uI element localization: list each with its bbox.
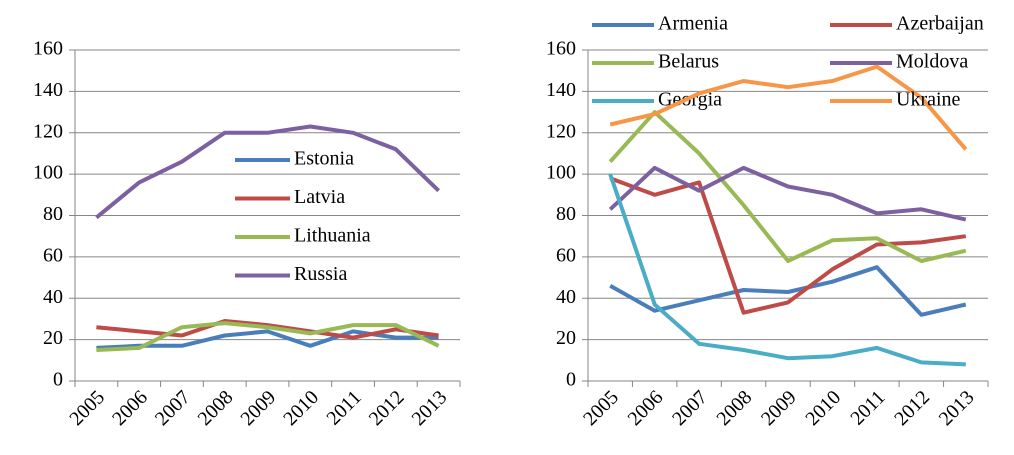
y-tick-label: 120 [33, 120, 63, 142]
y-tick-label: 0 [566, 369, 576, 391]
y-tick-label: 100 [546, 162, 576, 184]
series-line [608, 165, 967, 222]
x-tick-label: 2011 [846, 386, 889, 429]
y-tick-label: 20 [556, 327, 576, 349]
x-tick-label: 2010 [801, 386, 845, 430]
x-tick-label: 2009 [757, 386, 801, 430]
y-tick-label: 80 [556, 203, 576, 225]
x-tick-label: 2005 [65, 386, 109, 430]
x-tick-label: 2013 [408, 386, 452, 430]
y-tick-label: 40 [43, 286, 63, 308]
x-tick-label: 2007 [668, 386, 712, 430]
x-tick-label: 2005 [579, 386, 623, 430]
legend-label: Ukraine [896, 89, 961, 111]
y-tick-label: 60 [43, 244, 63, 266]
series-line [609, 64, 968, 151]
x-tick-label: 2007 [151, 386, 195, 430]
series-line [608, 173, 966, 367]
series-line [96, 321, 440, 352]
x-tick-label: 2008 [194, 386, 238, 430]
legend-label: Russia [294, 263, 347, 285]
y-tick-label: 20 [43, 327, 63, 349]
x-tick-label: 2012 [890, 386, 934, 430]
series-line [96, 319, 439, 340]
y-tick-label: 120 [546, 120, 576, 142]
series-line [96, 329, 439, 350]
legend-label: Latvia [294, 186, 345, 208]
x-tick-label: 2012 [365, 386, 409, 430]
y-tick-label: 80 [43, 203, 63, 225]
y-tick-label: 60 [556, 244, 576, 266]
y-tick-label: 0 [53, 369, 63, 391]
series-line [95, 124, 440, 220]
y-tick-label: 140 [546, 79, 576, 101]
x-tick-label: 2006 [108, 386, 152, 430]
x-tick-label: 2010 [279, 386, 323, 430]
y-tick-label: 40 [556, 286, 576, 308]
legend-label: Estonia [294, 148, 354, 170]
legend-label: Armenia [658, 13, 728, 35]
y-tick-label: 160 [546, 38, 576, 60]
series-line [608, 110, 967, 263]
legend-label: Azerbaijan [896, 13, 984, 35]
legend-label: Lithuania [294, 225, 371, 247]
x-tick-label: 2011 [323, 386, 366, 429]
y-tick-label: 160 [33, 38, 63, 60]
x-tick-label: 2013 [935, 386, 979, 430]
x-tick-label: 2006 [624, 386, 668, 430]
y-tick-label: 140 [33, 79, 63, 101]
series-line [609, 176, 967, 315]
legend-label: Moldova [896, 51, 968, 73]
legend-label: Belarus [658, 51, 719, 73]
y-tick-label: 100 [33, 162, 63, 184]
x-tick-label: 2008 [712, 386, 756, 430]
x-tick-label: 2009 [236, 386, 280, 430]
series-line [609, 265, 967, 317]
